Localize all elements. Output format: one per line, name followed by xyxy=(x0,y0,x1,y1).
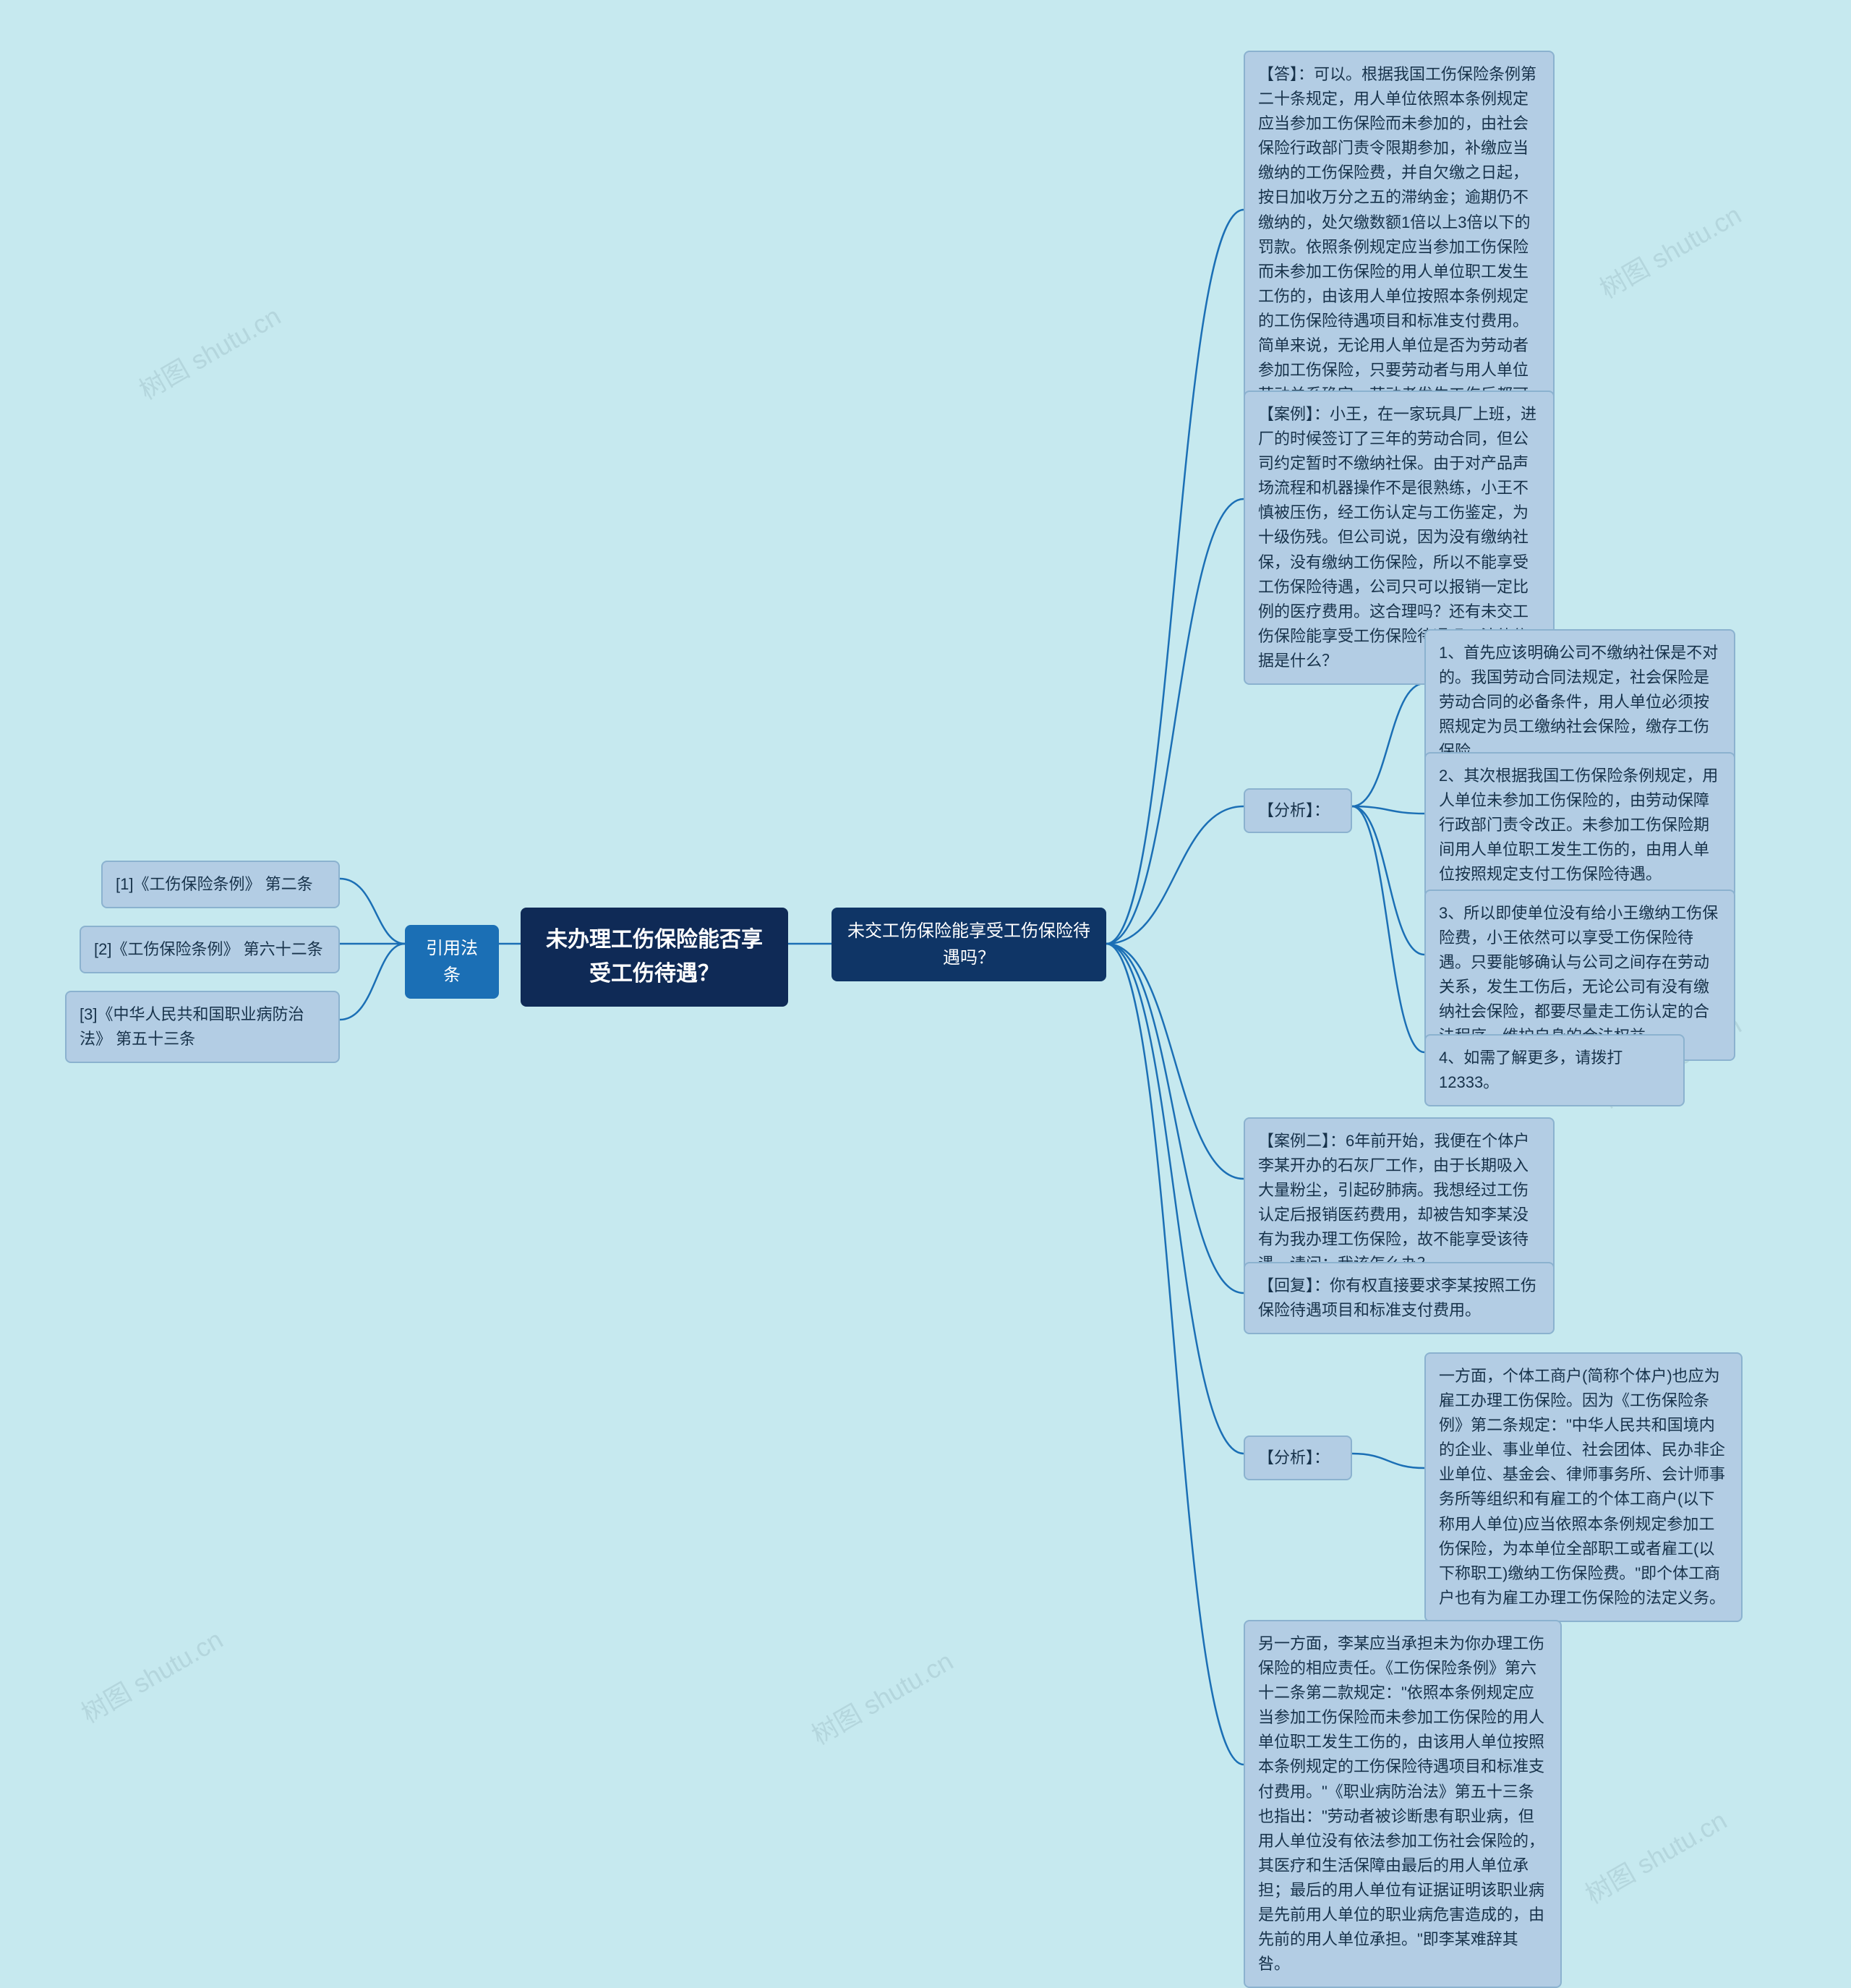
question-node[interactable]: 未交工伤保险能享受工伤保险待遇吗？ xyxy=(832,908,1106,981)
cite-label: 引用法条 xyxy=(426,939,478,985)
conclusion-node[interactable]: 另一方面，李某应当承担未为你办理工伤保险的相应责任。《工伤保险条例》第六十二条第… xyxy=(1244,1620,1562,1988)
watermark: 树图 shutu.cn xyxy=(1578,1800,1733,1911)
reply-node[interactable]: 【回复】：你有权直接要求李某按照工伤保险待遇项目和标准支付费用。 xyxy=(1244,1262,1555,1334)
analysis2-point-1[interactable]: 一方面，个体工商户(简称个体户)也应为雇工办理工伤保险。因为《工伤保险条例》第二… xyxy=(1424,1352,1743,1622)
analysis2-node[interactable]: 【分析】： xyxy=(1244,1435,1352,1480)
watermark: 树图 shutu.cn xyxy=(1592,195,1748,306)
cite-node[interactable]: 引用法条 xyxy=(405,925,499,999)
analysis1-point-2[interactable]: 2、其次根据我国工伤保险条例规定，用人单位未参加工伤保险的，由劳动保障行政部门责… xyxy=(1424,752,1735,898)
cite-item-1[interactable]: [1]《工伤保险条例》 第二条 xyxy=(101,861,340,908)
root-node[interactable]: 未办理工伤保险能否享受工伤待遇？ xyxy=(521,908,788,1007)
analysis1-point-4[interactable]: 4、如需了解更多，请拨打12333。 xyxy=(1424,1034,1685,1106)
question-text: 未交工伤保险能享受工伤保险待遇吗？ xyxy=(847,921,1090,968)
cite-item-2[interactable]: [2]《工伤保险条例》 第六十二条 xyxy=(80,926,340,973)
watermark: 树图 shutu.cn xyxy=(804,1641,959,1752)
root-text: 未办理工伤保险能否享受工伤待遇？ xyxy=(546,928,763,986)
watermark: 树图 shutu.cn xyxy=(132,296,287,407)
watermark: 树图 shutu.cn xyxy=(74,1619,229,1731)
analysis1-node[interactable]: 【分析】： xyxy=(1244,788,1352,833)
cite-item-3[interactable]: [3]《中华人民共和国职业病防治法》 第五十三条 xyxy=(65,991,340,1063)
